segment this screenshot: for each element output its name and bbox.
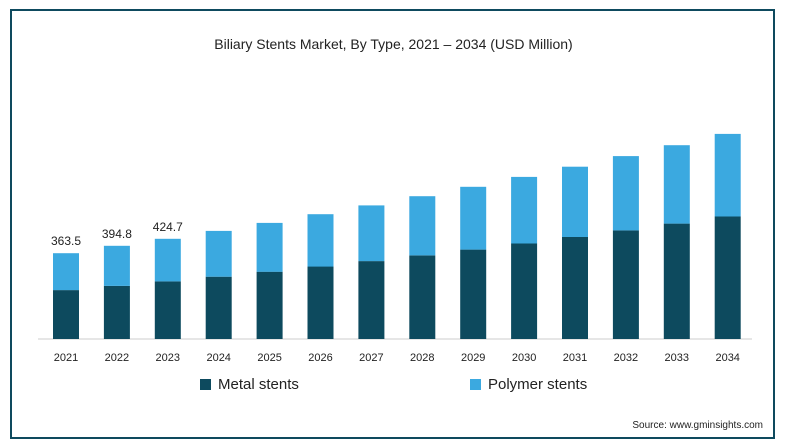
bar-polymer-2022 <box>103 245 130 286</box>
bar-polymer-2021 <box>53 253 79 291</box>
x-tick-label-2025: 2025 <box>257 352 281 364</box>
chart-title: Biliary Stents Market, By Type, 2021 – 2… <box>214 36 573 52</box>
x-tick-label-2032: 2032 <box>614 352 638 364</box>
bar-polymer-2026 <box>307 214 334 267</box>
legend-label-polymer: Polymer stents <box>488 376 588 393</box>
bar-metal-2033 <box>663 223 690 339</box>
data-label-2021: 363.5 <box>51 234 81 248</box>
bar-polymer-2023 <box>154 238 181 282</box>
x-tick-label-2026: 2026 <box>308 352 332 364</box>
x-tick-label-2034: 2034 <box>715 352 739 364</box>
bar-metal-2034 <box>714 216 741 339</box>
data-label-2023: 424.7 <box>153 220 183 234</box>
x-tick-label-2024: 2024 <box>206 352 230 364</box>
x-tick-label-2033: 2033 <box>665 352 689 364</box>
x-tick-label-2021: 2021 <box>54 352 78 364</box>
bar-metal-2025 <box>256 271 283 339</box>
x-tick-label-2023: 2023 <box>156 352 180 364</box>
bar-polymer-2031 <box>562 166 588 237</box>
bar-polymer-2029 <box>460 186 487 250</box>
bar-metal-2031 <box>562 237 588 339</box>
legend-swatch-metal <box>200 379 211 390</box>
source-note: Source: www.gminsights.com <box>632 420 763 431</box>
bar-polymer-2030 <box>511 176 538 244</box>
bar-metal-2032 <box>612 230 639 339</box>
legend: Metal stents Polymer stents <box>0 376 787 396</box>
x-tick-label-2029: 2029 <box>461 352 485 364</box>
bar-metal-2022 <box>103 285 130 339</box>
bar-metal-2029 <box>460 249 487 339</box>
legend-label-metal: Metal stents <box>218 376 299 393</box>
bar-polymer-2027 <box>358 205 385 262</box>
x-tick-label-2028: 2028 <box>410 352 434 364</box>
bar-metal-2024 <box>205 276 232 339</box>
x-tick-label-2030: 2030 <box>512 352 536 364</box>
data-label-2022: 394.8 <box>102 227 132 241</box>
bar-polymer-2034 <box>714 133 741 217</box>
bar-metal-2026 <box>307 266 334 339</box>
x-tick-label-2031: 2031 <box>563 352 587 364</box>
x-tick-label-2027: 2027 <box>359 352 383 364</box>
legend-item-metal: Metal stents <box>200 376 299 393</box>
bar-metal-2021 <box>53 290 79 339</box>
bar-polymer-2032 <box>612 156 639 231</box>
chart-frame <box>10 9 775 439</box>
bar-polymer-2025 <box>256 222 283 272</box>
legend-swatch-polymer <box>470 379 481 390</box>
bar-metal-2028 <box>409 255 436 339</box>
bar-polymer-2024 <box>205 230 232 277</box>
bar-metal-2030 <box>511 243 538 339</box>
legend-item-polymer: Polymer stents <box>470 376 587 393</box>
bar-polymer-2033 <box>663 145 690 224</box>
bar-metal-2023 <box>154 281 181 339</box>
x-tick-label-2022: 2022 <box>105 352 129 364</box>
bar-polymer-2028 <box>409 196 436 256</box>
bar-metal-2027 <box>358 261 385 339</box>
